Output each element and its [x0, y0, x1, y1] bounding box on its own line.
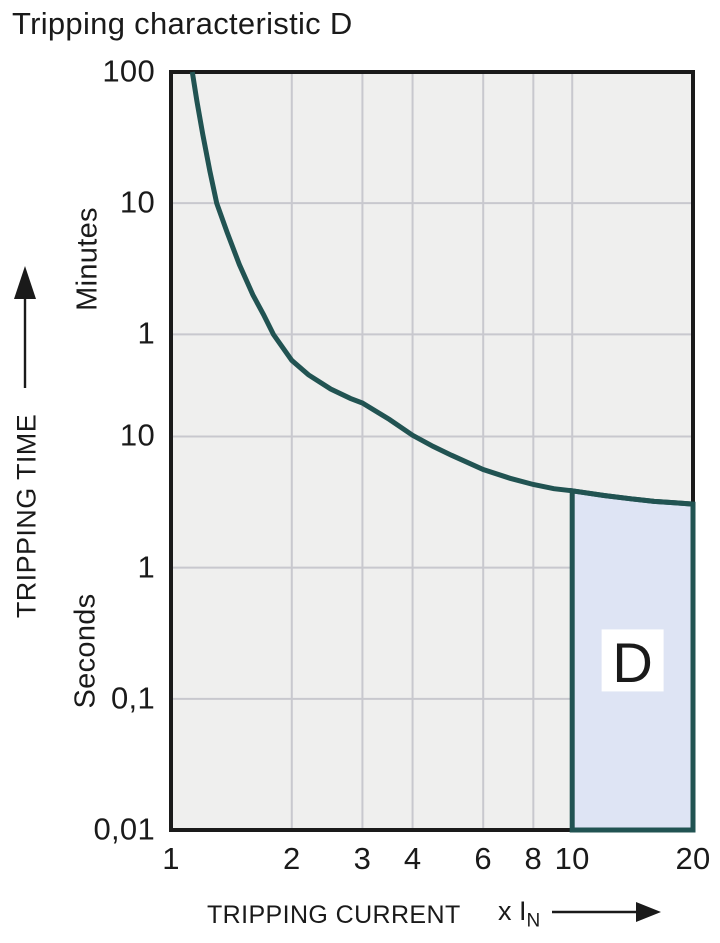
- plot-frame: [169, 70, 695, 832]
- x-axis-arrow-icon: [552, 902, 661, 922]
- x-tick-label: 10: [554, 841, 590, 876]
- x-tick-label: 8: [524, 841, 543, 876]
- page-title: Tripping characteristic D: [12, 6, 353, 41]
- x-tick-label: 20: [675, 841, 711, 876]
- x-tick-label: 2: [283, 841, 301, 876]
- y-tick-label: 100: [102, 53, 155, 89]
- x-tick-label: 3: [353, 841, 372, 876]
- multiplier-subscript: N: [526, 910, 541, 932]
- y-axis-unit-seconds: Seconds: [69, 593, 102, 709]
- x-axis-multiplier: x IN: [498, 896, 540, 930]
- x-tick-label: 6: [474, 841, 492, 876]
- x-tick-label: 4: [403, 841, 422, 876]
- region-label: D: [601, 629, 664, 694]
- y-axis-arrow-icon: [14, 266, 36, 388]
- x-axis-title: TRIPPING CURRENT: [207, 901, 461, 929]
- y-axis-unit-minutes: Minutes: [71, 207, 104, 311]
- y-tick-label: 10: [119, 184, 155, 220]
- x-tick-label: 1: [162, 841, 180, 876]
- y-tick-label: 0,01: [93, 811, 155, 847]
- svg-text:D: D: [612, 631, 652, 694]
- y-axis-title: TRIPPING TIME: [11, 413, 42, 619]
- trip-curve: [189, 71, 694, 507]
- y-tick-label: 0,1: [111, 680, 155, 716]
- y-tick-label: 1: [137, 315, 155, 351]
- y-tick-label: 10: [119, 417, 155, 453]
- y-tick-label: 1: [137, 548, 155, 584]
- multiplier-prefix: x I: [498, 896, 527, 926]
